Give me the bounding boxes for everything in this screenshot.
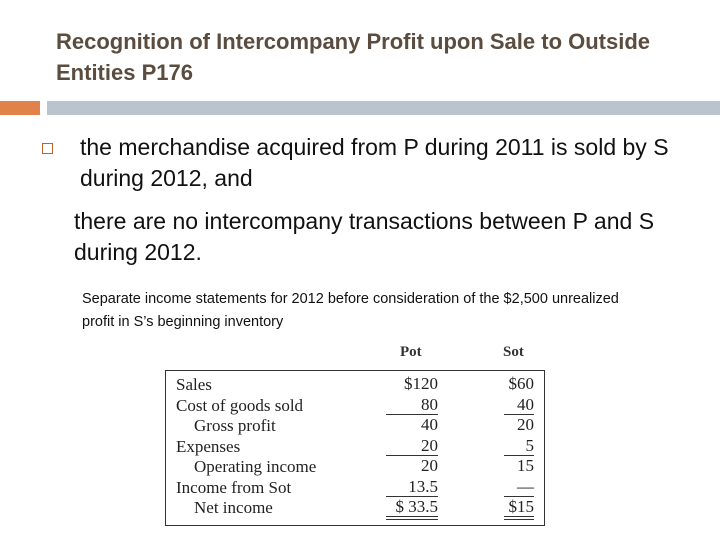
row-label: Net income: [194, 498, 273, 517]
row-label: Expenses: [176, 436, 241, 456]
cell-value: 13.5: [386, 477, 438, 497]
row-label: Income from Sot: [176, 477, 292, 497]
table-row: Sales $120 $60: [166, 375, 546, 395]
column-header: Pot: [400, 344, 422, 360]
slide-title: Recognition of Intercompany Profit upon …: [56, 29, 651, 85]
cell-value: 20: [421, 456, 438, 475]
cell-value: 5: [504, 436, 534, 456]
cell-value: 15: [517, 456, 534, 475]
table-row: Income from Sot 13.5 —: [166, 477, 546, 498]
cell-value: 40: [504, 395, 534, 415]
cell-value: 20: [386, 436, 438, 456]
note: Separate income statements for 2012 befo…: [82, 291, 619, 330]
table-row: Cost of goods sold 80 40: [166, 395, 546, 416]
row-label: Cost of goods sold: [176, 395, 304, 415]
bullet-text: the merchandise acquired from P during 2…: [80, 134, 669, 191]
row-label: Gross profit: [194, 416, 276, 435]
cell-value: $120: [404, 374, 438, 393]
cell-value: 20: [517, 415, 534, 434]
row-label: Operating income: [194, 457, 317, 476]
cell-value: $60: [508, 374, 535, 393]
table-row: Gross profit 40 20: [166, 416, 546, 436]
divider-bar: [47, 101, 720, 115]
table-row: Operating income 20 15: [166, 457, 546, 477]
table-row: Expenses 20 5: [166, 436, 546, 457]
column-header: Sot: [503, 344, 524, 360]
bullet-icon: [42, 143, 53, 154]
cell-value: $ 33.5: [386, 498, 438, 520]
cell-value: 40: [421, 415, 438, 434]
income-table: Sales $120 $60 Cost of goods sold 80 40 Gross …: [165, 370, 545, 526]
cell-value: $15: [504, 498, 534, 520]
table-row: Net income $ 33.5 $15: [166, 498, 546, 520]
bullet-text: there are no intercompany transactions b…: [74, 208, 655, 265]
cell-value: 80: [386, 395, 438, 415]
cell-value: —: [504, 477, 534, 497]
accent-bar: [0, 101, 40, 115]
row-label: Sales: [176, 375, 212, 394]
